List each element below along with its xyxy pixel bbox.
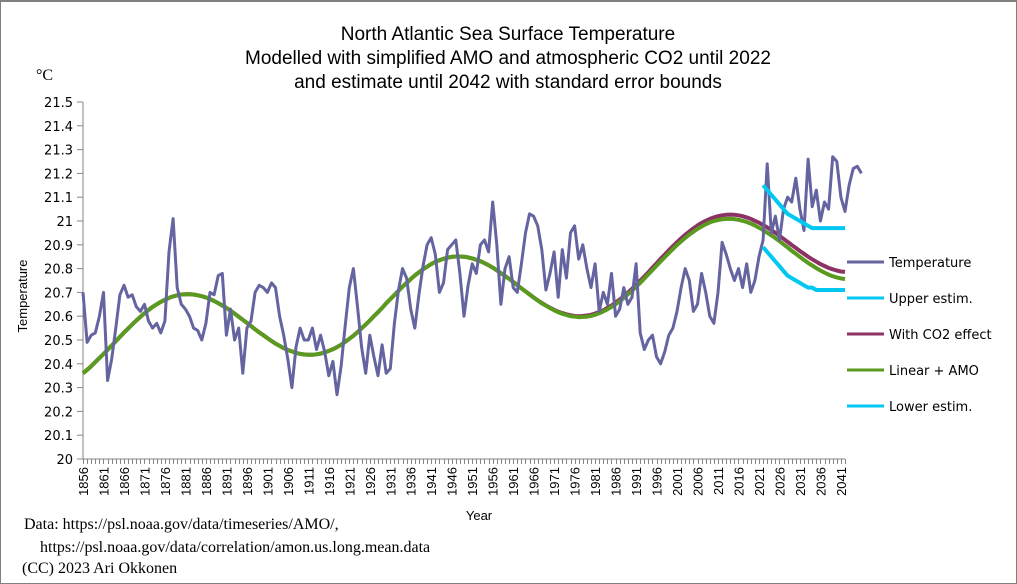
x-tick-label: 1861 bbox=[96, 467, 111, 496]
legend-label: Linear + AMO bbox=[889, 364, 979, 379]
x-tick-label: 1876 bbox=[158, 467, 173, 496]
x-tick-label: 1966 bbox=[527, 467, 542, 496]
x-tick-label: 1866 bbox=[117, 467, 132, 496]
x-tick-label: 2041 bbox=[834, 467, 849, 496]
series-lower-estim bbox=[761, 245, 845, 292]
x-tick-label: 1941 bbox=[424, 467, 439, 496]
legend-item: Temperature bbox=[847, 256, 971, 271]
x-tick-label: 2036 bbox=[813, 467, 828, 496]
x-tick-label: 1946 bbox=[445, 467, 460, 496]
x-tick-label: 1996 bbox=[650, 467, 665, 496]
legend-item: With CO2 effect bbox=[847, 328, 992, 343]
legend-label: Upper estim. bbox=[889, 292, 973, 307]
y-tick-label: 21 bbox=[56, 215, 73, 230]
x-tick-label: 1911 bbox=[301, 467, 316, 495]
x-tick-label: 1986 bbox=[609, 467, 624, 496]
x-tick-label: 1951 bbox=[465, 467, 480, 496]
unit-label: °C bbox=[36, 67, 53, 84]
x-tick-label: 1886 bbox=[199, 467, 214, 496]
x-tick-label: 1891 bbox=[219, 467, 234, 496]
series-linear-amo bbox=[81, 216, 846, 375]
y-tick-label: 20.8 bbox=[44, 263, 73, 278]
x-tick-label: 1926 bbox=[363, 467, 378, 496]
y-tick-label: 20.9 bbox=[44, 239, 73, 254]
x-tick-label: 2021 bbox=[752, 467, 767, 496]
x-tick-label: 1896 bbox=[240, 467, 255, 496]
x-tick-label: 1961 bbox=[506, 467, 521, 496]
y-tick-label: 20.7 bbox=[44, 286, 73, 301]
y-tick-label: 20.5 bbox=[44, 334, 73, 349]
x-tick-label: 1916 bbox=[322, 467, 337, 496]
y-tick-label: 21.4 bbox=[44, 120, 73, 135]
x-tick-label: 1921 bbox=[342, 467, 357, 496]
legend-item: Upper estim. bbox=[847, 292, 973, 307]
title-line-1: North Atlantic Sea Surface Temperature bbox=[341, 24, 675, 45]
x-tick-label: 2011 bbox=[711, 467, 726, 495]
x-axis-label: Year bbox=[466, 508, 493, 523]
y-tick-label: 21.1 bbox=[44, 191, 73, 206]
source-line-2: https://psl.noaa.gov/data/correlation/am… bbox=[40, 539, 431, 556]
x-tick-label: 2026 bbox=[772, 467, 787, 496]
y-tick-label: 20.2 bbox=[44, 405, 73, 420]
x-tick-label: 1971 bbox=[547, 467, 562, 496]
x-tick-label: 2016 bbox=[731, 467, 746, 496]
legend-item: Linear + AMO bbox=[847, 364, 979, 379]
x-tick-label: 1901 bbox=[260, 467, 275, 496]
y-tick-label: 21.5 bbox=[44, 96, 73, 111]
x-tick-label: 2031 bbox=[793, 467, 808, 496]
y-tick-label: 20.6 bbox=[44, 310, 73, 325]
x-tick-label: 2001 bbox=[670, 467, 685, 496]
x-tick-label: 1906 bbox=[281, 467, 296, 496]
x-tick-label: 2006 bbox=[691, 467, 706, 496]
title-line-3: and estimate until 2042 with standard er… bbox=[294, 72, 722, 93]
x-tick-label: 1981 bbox=[588, 467, 603, 496]
legend-label: With CO2 effect bbox=[889, 328, 992, 343]
y-tick-label: 20 bbox=[56, 453, 73, 468]
y-axis-label: Temperature bbox=[15, 260, 30, 333]
y-tick-label: 21.3 bbox=[44, 144, 73, 159]
x-tick-label: 1956 bbox=[486, 467, 501, 496]
series-temperature bbox=[81, 155, 863, 397]
x-tick-label: 1936 bbox=[404, 467, 419, 496]
x-tick-label: 1871 bbox=[137, 467, 152, 496]
x-tick-label: 1931 bbox=[383, 467, 398, 496]
x-tick-label: 1991 bbox=[629, 467, 644, 496]
y-tick-label: 20.4 bbox=[44, 358, 73, 373]
y-tick-label: 21.2 bbox=[44, 167, 73, 182]
title-line-2: Modelled with simplified AMO and atmosph… bbox=[245, 48, 771, 69]
y-tick-label: 20.1 bbox=[44, 429, 73, 444]
legend-label: Lower estim. bbox=[889, 400, 972, 415]
chart-title: North Atlantic Sea Surface Temperature M… bbox=[245, 24, 771, 93]
x-tick-label: 1856 bbox=[76, 467, 91, 496]
x-tick-label: 1881 bbox=[178, 467, 193, 496]
y-tick-label: 20.3 bbox=[44, 382, 73, 397]
legend-label: Temperature bbox=[888, 256, 971, 271]
copyright-line: (CC) 2023 Ari Okkonen bbox=[22, 560, 178, 577]
legend-item: Lower estim. bbox=[847, 400, 972, 415]
series-upper-estim bbox=[761, 184, 845, 231]
source-line-1: Data: https://psl.noaa.gov/data/timeseri… bbox=[24, 516, 339, 533]
x-tick-label: 1976 bbox=[568, 467, 583, 496]
